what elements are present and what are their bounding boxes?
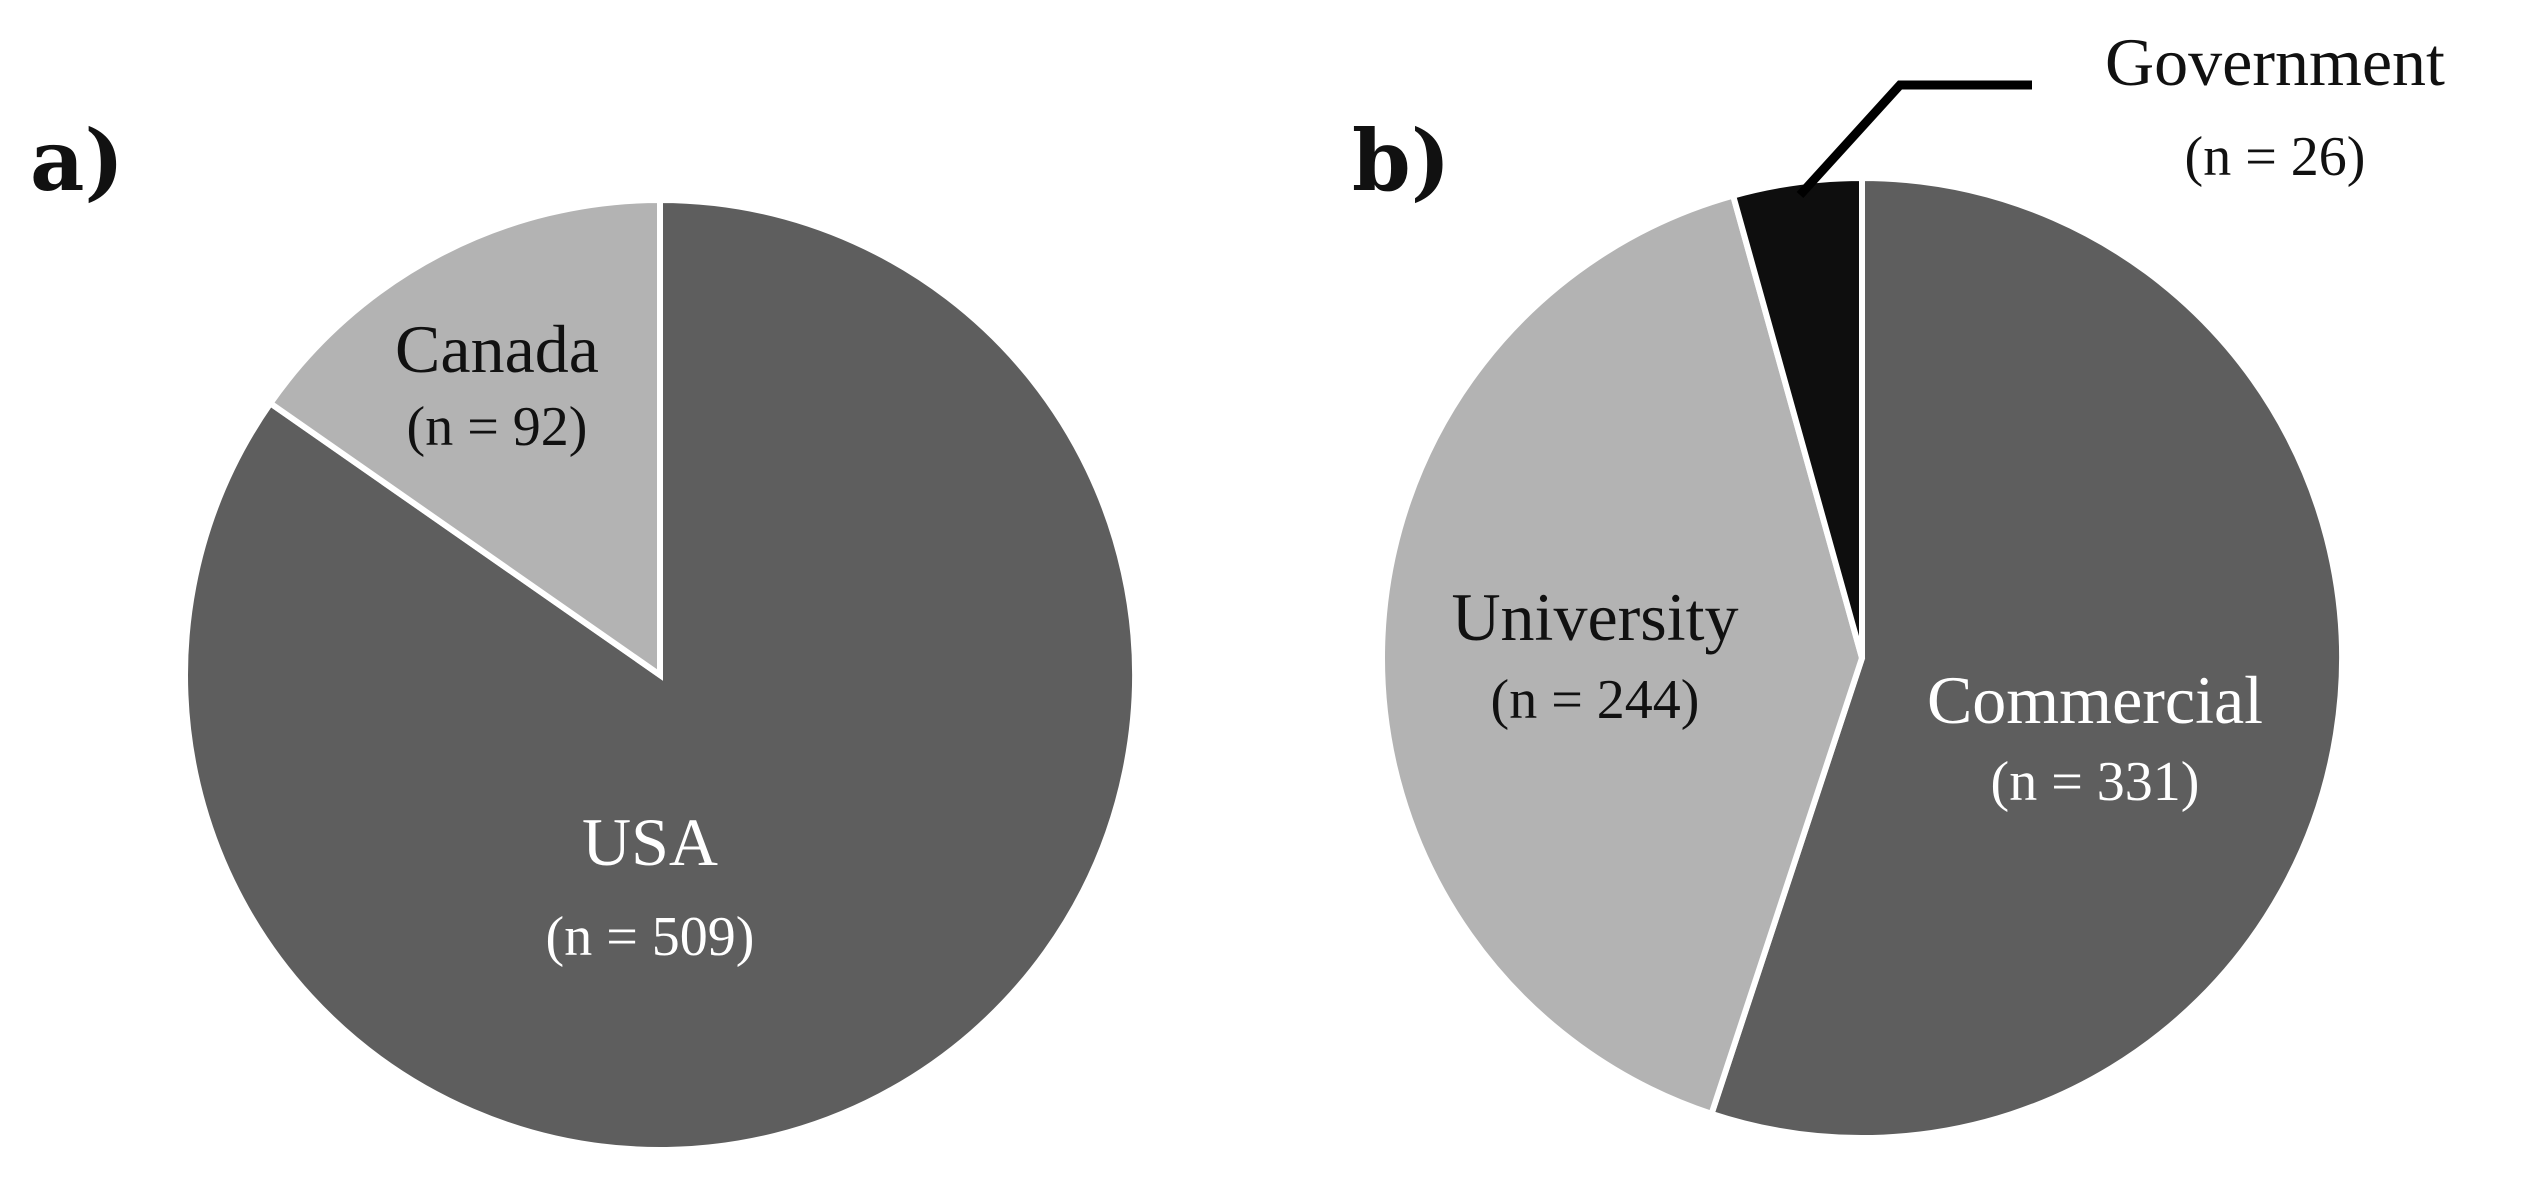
slice-count-canada: (n = 92) [407,396,588,458]
panel-label-b: b) [1352,111,1450,210]
slice-label-government: Government [2105,24,2445,100]
slice-count-government: (n = 26) [2185,126,2366,188]
panel-label-a: a) [30,111,124,210]
slice-label-canada: Canada [395,311,599,387]
pie-chart-b: b) Commercial (n = 331) University (n = … [1352,24,2445,1141]
slice-count-commercial: (n = 331) [1991,751,2200,813]
slice-usa [182,196,1138,1153]
pie-chart-a: a) USA (n = 509) Canada (n = 92) [30,111,1138,1153]
slice-government [1729,174,1865,659]
slice-canada [266,196,663,681]
slice-label-commercial: Commercial [1927,662,2263,738]
government-leader-line [1796,80,2032,199]
slice-university [1379,191,1866,1118]
slice-count-usa: (n = 509) [546,906,755,968]
slice-label-usa: USA [582,804,718,880]
slice-commercial [1707,174,2345,1141]
slice-label-university: University [1451,579,1738,655]
slice-count-university: (n = 244) [1491,669,1700,731]
